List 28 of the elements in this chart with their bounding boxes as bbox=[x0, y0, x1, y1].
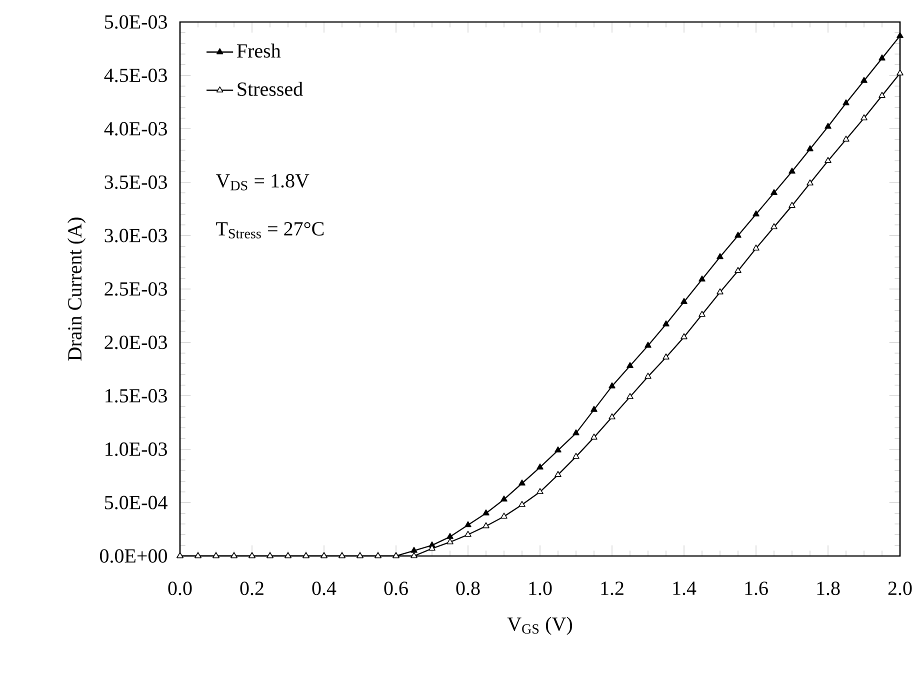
y-tick-label: 2.5E-03 bbox=[104, 282, 167, 296]
x-tick-label: 0.4 bbox=[312, 582, 336, 596]
x-tick-label: 1.8 bbox=[817, 582, 840, 596]
y-tick-label: 1.5E-03 bbox=[106, 389, 167, 403]
x-tick-label: 0.0 bbox=[168, 582, 192, 596]
y-tick-label: 0.0E+00 bbox=[100, 549, 167, 563]
x-tick-label: 0.8 bbox=[456, 582, 480, 596]
y-tick-label: 4.0E-03 bbox=[104, 122, 167, 136]
y-tick-label: 5.0E-04 bbox=[105, 496, 168, 510]
x-tick-label: 1.0 bbox=[529, 582, 552, 596]
x-tick-label: 1.6 bbox=[745, 582, 768, 596]
annotation: T$_{Stress}$ = 27°C bbox=[216, 222, 324, 238]
x-tick-label: 1.4 bbox=[673, 582, 696, 596]
y-tick-label: 3.5E-03 bbox=[104, 175, 167, 189]
annotation: V$_{DS}$ = 1.8V bbox=[216, 174, 310, 190]
y-tick-label: 2.0E-03 bbox=[104, 336, 167, 350]
legend-label: Fresh bbox=[237, 44, 281, 58]
x-tick-label: 2.0 bbox=[888, 582, 912, 596]
x-tick-label: 1.2 bbox=[601, 582, 624, 596]
x-tick-label: 0.2 bbox=[240, 582, 264, 596]
x-tick-label: 0.6 bbox=[384, 582, 408, 596]
y-tick-label: 1.0E-03 bbox=[106, 442, 167, 456]
y-tick-label: 3.0E-03 bbox=[104, 228, 167, 242]
y-tick-label: 4.5E-03 bbox=[104, 68, 167, 82]
legend-label: Stressed bbox=[238, 82, 303, 96]
x-axis-title: V$_{GS}$ (V) bbox=[507, 616, 572, 635]
y-tick-label: 5.0E-03 bbox=[105, 15, 167, 29]
y-axis-title: Drain Current (A) bbox=[68, 218, 86, 361]
